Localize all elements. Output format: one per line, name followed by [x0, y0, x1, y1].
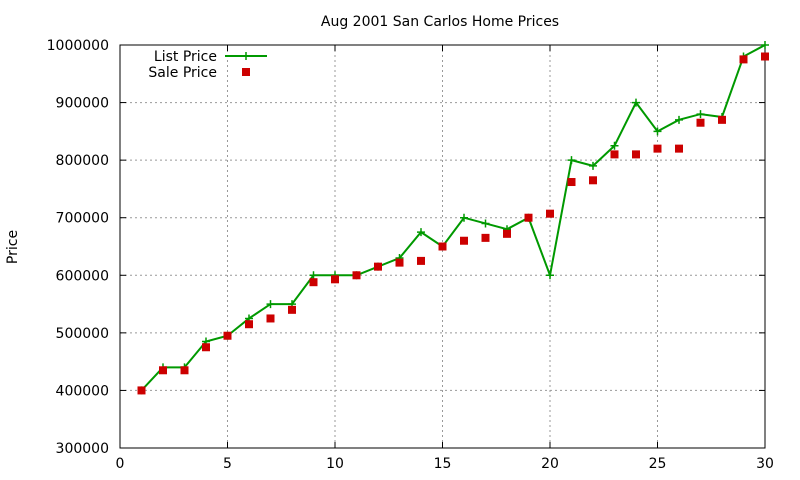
series-1-point-18	[524, 213, 533, 222]
series-1-point-14	[438, 242, 447, 251]
x-tick-label-2: 10	[326, 456, 344, 472]
y-tick-label-4: 700000	[56, 211, 109, 227]
series-1-point-22	[610, 150, 619, 159]
series-1-point-16	[481, 233, 490, 242]
x-tick-label-5: 25	[649, 456, 667, 472]
axis-ticks: 0 5 10 15 20 25 30 300000 400000 500000 600000 7000…	[47, 38, 774, 472]
series-0-point-24	[653, 127, 662, 136]
series-1-point-6	[266, 314, 275, 323]
series-1-point-20	[567, 178, 576, 187]
x-tick-label-4: 20	[541, 456, 559, 472]
series-0-point-19	[546, 271, 554, 280]
x-tick-label-0: 0	[116, 456, 125, 472]
series-0-point-26	[696, 110, 705, 119]
series-0-point-13	[417, 228, 425, 237]
y-tick-label-7: 1000000	[47, 38, 109, 54]
series-1-point-29	[761, 52, 769, 61]
x-tick-label-6: 30	[756, 456, 774, 472]
series-1-point-13	[417, 256, 425, 265]
y-tick-label-0: 300000	[56, 441, 109, 457]
legend-swatch-marker-1	[242, 68, 250, 76]
y-tick-label-2: 500000	[56, 326, 109, 342]
series-1-point-24	[653, 144, 662, 153]
series-1-point-7	[288, 305, 296, 314]
series-1-point-15	[460, 236, 468, 245]
series-0-point-22	[610, 141, 619, 150]
series-1-point-25	[675, 144, 683, 153]
series-1-point-3	[202, 343, 210, 352]
y-tick-label-5: 800000	[56, 153, 109, 169]
series-1-point-9	[331, 275, 339, 284]
chart-title: Aug 2001 San Carlos Home Prices	[321, 14, 559, 30]
series-0-point-16	[481, 219, 490, 228]
y-tick-label-6: 900000	[56, 96, 109, 112]
series-1-point-23	[632, 150, 640, 159]
series-1	[137, 52, 769, 395]
series-1-point-8	[309, 278, 318, 287]
plot-border	[119, 44, 766, 449]
series-0-point-6	[266, 300, 275, 309]
series-0	[137, 41, 769, 395]
series-layer	[137, 41, 769, 395]
series-0-point-23	[632, 98, 640, 107]
legend-label-1: Sale Price	[148, 65, 217, 81]
legend-label-0: List Price	[154, 49, 217, 65]
series-0-point-8	[309, 271, 318, 280]
series-1-point-27	[718, 115, 726, 124]
y-tick-label-3: 600000	[56, 268, 109, 284]
series-0-point-15	[460, 213, 468, 222]
series-1-point-12	[395, 258, 404, 267]
series-1-point-21	[589, 176, 597, 185]
y-tick-label-1: 400000	[56, 383, 109, 399]
series-1-point-0	[137, 386, 146, 395]
series-1-point-10	[352, 271, 361, 280]
series-0-point-25	[675, 115, 683, 124]
legend-swatch-marker-0	[242, 52, 250, 60]
series-1-point-19	[546, 209, 554, 218]
series-0-point-20	[567, 156, 576, 165]
series-1-point-11	[374, 262, 382, 271]
series-1-point-5	[245, 320, 253, 329]
series-1-point-1	[159, 366, 167, 375]
series-0-point-21	[589, 161, 597, 170]
series-1-point-28	[739, 55, 748, 64]
y-axis-label: Price	[5, 230, 21, 264]
series-1-point-26	[696, 118, 705, 127]
series-1-point-17	[503, 229, 511, 238]
series-1-point-4	[223, 331, 232, 340]
x-tick-label-3: 15	[434, 456, 452, 472]
series-1-point-2	[180, 366, 189, 375]
series-0-point-29	[761, 41, 769, 49]
x-tick-label-1: 5	[223, 456, 232, 472]
